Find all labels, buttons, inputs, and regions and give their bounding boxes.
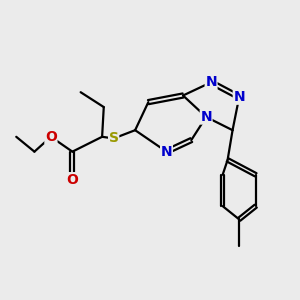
- Text: N: N: [233, 90, 245, 104]
- Text: N: N: [161, 145, 172, 159]
- Text: S: S: [109, 131, 119, 146]
- Text: N: N: [205, 75, 217, 89]
- Text: N: N: [200, 110, 212, 124]
- Text: O: O: [67, 173, 78, 187]
- Text: O: O: [45, 130, 57, 144]
